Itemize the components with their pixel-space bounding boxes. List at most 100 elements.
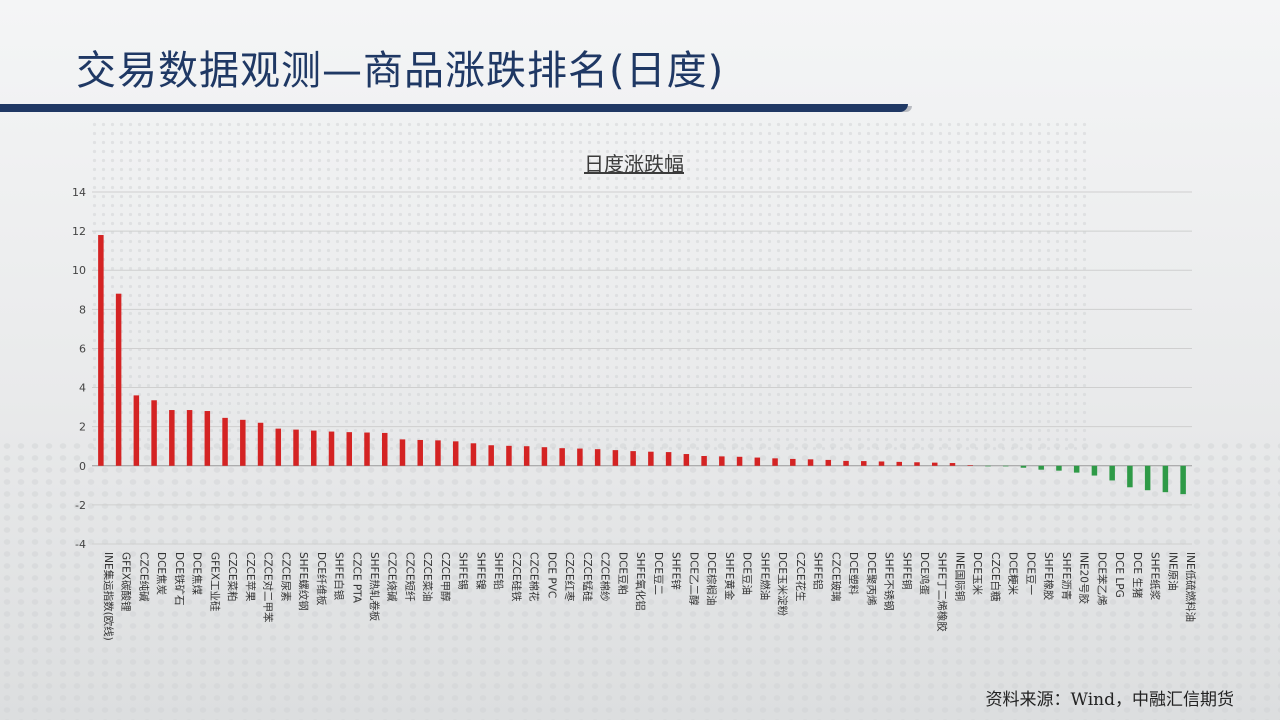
x-category-label: INE低硫燃料油 <box>1184 552 1197 622</box>
bar <box>1091 465 1098 476</box>
x-category-label: DCE铁矿石 <box>173 552 186 606</box>
bar <box>381 432 388 466</box>
bar <box>311 430 317 466</box>
bar <box>967 465 973 466</box>
x-category-label: CZCE菜粕 <box>226 552 239 602</box>
x-category-label: SHFE白银 <box>333 552 346 601</box>
x-category-label: CZCE硅铁 <box>510 552 523 602</box>
x-category-label: SHFE铝 <box>812 552 825 590</box>
x-category-label: CZCE PTA <box>350 552 362 604</box>
y-tick-label: 8 <box>79 303 86 316</box>
bar <box>488 445 494 466</box>
x-category-label: DCE 生猪 <box>1131 552 1144 599</box>
x-category-label: DCE粳米 <box>1007 552 1020 596</box>
bar <box>133 395 140 466</box>
y-tick-label: 4 <box>79 382 86 395</box>
bar <box>435 440 441 466</box>
x-category-label: SHFE纸浆 <box>1149 552 1162 601</box>
x-category-label: SHFE橡胶 <box>1042 552 1055 601</box>
x-category-label: SHFE丁二烯橡胶 <box>936 552 949 632</box>
x-category-label: DCE PVC <box>545 552 557 598</box>
bar <box>754 457 761 466</box>
bar <box>683 454 690 466</box>
x-category-label: DCE棕榈油 <box>705 552 718 606</box>
x-category-label: CZCE苹果 <box>244 552 257 602</box>
y-tick-label: 10 <box>72 264 86 277</box>
x-category-label: CZCE锰硅 <box>581 552 594 602</box>
x-category-label: CZCE白糖 <box>989 552 1002 602</box>
x-category-label: INE20号胶 <box>1078 552 1091 604</box>
bar <box>807 459 814 466</box>
x-category-label: CZCE烧碱 <box>386 552 399 602</box>
x-category-label: SHFE镍 <box>474 552 487 590</box>
y-tick-label: 2 <box>79 421 86 434</box>
bar <box>861 461 867 466</box>
bar <box>1020 465 1027 468</box>
x-category-label: DCE焦炭 <box>155 552 168 596</box>
bar <box>577 448 583 466</box>
bar <box>825 459 832 466</box>
x-category-label: SHFE黄金 <box>723 552 736 601</box>
bar <box>186 410 193 466</box>
bar <box>523 446 530 466</box>
bar <box>612 450 619 466</box>
source-note: 资料来源：Wind，中融汇信期货 <box>985 690 1234 710</box>
bar <box>914 462 920 466</box>
x-category-label: CZCE短纤 <box>403 552 416 602</box>
bar <box>417 439 423 466</box>
x-category-label: SHFE燃油 <box>758 552 771 600</box>
x-category-label: SHFE铅 <box>492 552 505 590</box>
x-category-label: SHFE沥青 <box>1060 552 1073 600</box>
bar <box>985 465 991 467</box>
x-category-label: DCE LPG <box>1113 552 1125 598</box>
y-tick-label: -4 <box>75 538 86 551</box>
bar <box>204 411 211 466</box>
x-category-label: CZCE棉花 <box>528 552 541 602</box>
x-category-label: DCE玉米 <box>971 552 984 596</box>
bar <box>293 429 299 466</box>
x-category-label: DCE豆一 <box>1024 552 1036 596</box>
bar <box>1144 465 1151 491</box>
x-category-label: CZCE甲醇 <box>439 552 452 602</box>
bar <box>1180 465 1186 495</box>
bar <box>559 448 565 466</box>
x-category-label: GFEX碳酸锂 <box>120 552 133 612</box>
bar <box>648 451 654 466</box>
x-category-label: SHFE锡 <box>457 552 470 590</box>
bar <box>98 235 104 466</box>
bar <box>772 458 778 466</box>
x-category-label: CZCE尿素 <box>279 552 292 602</box>
y-tick-label: 6 <box>79 342 86 355</box>
y-tick-label: 12 <box>72 225 86 238</box>
bar <box>346 432 353 466</box>
bar <box>151 400 157 466</box>
bar <box>1127 465 1133 488</box>
x-category-label: DCE纤维板 <box>315 552 328 606</box>
bar <box>222 417 228 466</box>
x-category-label: DCE苯乙烯 <box>1095 552 1108 606</box>
x-category-label: DCE聚丙烯 <box>865 552 878 606</box>
bar <box>719 456 725 466</box>
world-map-dot-pattern <box>90 120 1090 450</box>
bar <box>1073 465 1080 473</box>
bar <box>701 456 707 466</box>
x-category-label: CZCE菜油 <box>421 552 434 602</box>
bar <box>541 447 548 466</box>
hex-dot-pattern <box>0 440 1280 720</box>
bar <box>399 439 406 466</box>
x-category-label: SHFE不锈钢 <box>883 552 896 611</box>
x-category-label: INE国际铜 <box>953 552 965 601</box>
bar <box>1056 465 1062 471</box>
bar <box>896 461 903 466</box>
bar <box>931 462 938 466</box>
bar <box>470 443 477 466</box>
x-category-label: GFEX工业硅 <box>208 552 221 612</box>
x-category-label: SHFE锌 <box>670 552 683 590</box>
x-category-label: DCE玉米淀粉 <box>776 552 789 617</box>
x-category-label: DCE焦煤 <box>191 552 204 596</box>
bar <box>1002 465 1009 467</box>
x-category-label: DCE豆油 <box>741 552 754 595</box>
bar <box>1038 465 1044 470</box>
bar <box>364 432 370 466</box>
